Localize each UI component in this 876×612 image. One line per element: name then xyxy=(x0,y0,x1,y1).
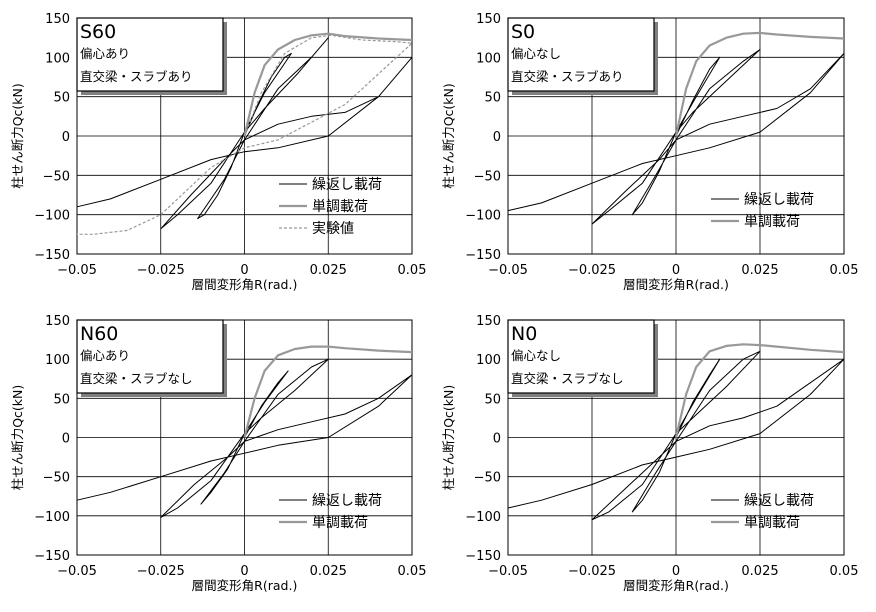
x-tick-label: −0.05 xyxy=(488,564,528,579)
series-line xyxy=(507,49,845,225)
y-tick-label: −50 xyxy=(474,471,501,486)
x-tick-label: 0 xyxy=(240,564,248,579)
legend-label: 単調載荷 xyxy=(312,199,368,215)
eccentricity-label: 偏心あり xyxy=(80,348,130,363)
eccentricity-label: 偏心なし xyxy=(511,348,561,363)
x-tick-label: −0.025 xyxy=(137,263,185,278)
series-line xyxy=(77,34,413,235)
legend-label: 単調載荷 xyxy=(744,515,800,531)
series-line xyxy=(243,32,413,137)
y-axis-label: 柱せん断力Qc(kN) xyxy=(441,83,456,189)
panel-id: N0 xyxy=(511,323,537,345)
x-tick-label: 0.025 xyxy=(741,564,778,579)
chart-panel-n60: −0.05 −0.025 0 0.025 0.05 150 100 50 0 −50 −100 −15… xyxy=(10,314,426,593)
info-box xyxy=(76,17,224,92)
x-tick-label: −0.05 xyxy=(57,564,97,579)
y-tick-label: −100 xyxy=(34,510,70,525)
legend-label: 繰返し載荷 xyxy=(312,493,382,509)
panel-id: S60 xyxy=(80,21,116,43)
beam-slab-label: 直交梁・スラブなし xyxy=(80,371,193,386)
x-tick-label: 0.05 xyxy=(830,263,859,278)
legend-label: 繰返し載荷 xyxy=(744,493,814,509)
x-tick-label: 0 xyxy=(672,263,680,278)
y-tick-label: 0 xyxy=(62,432,70,447)
x-tick-label: 0.025 xyxy=(741,263,778,278)
y-tick-label: 100 xyxy=(45,51,70,66)
legend-label: 繰返し載荷 xyxy=(744,192,814,208)
series-line xyxy=(76,37,413,230)
y-axis-label: 柱せん断力Qc(kN) xyxy=(441,385,456,491)
y-tick-label: −50 xyxy=(43,471,70,486)
y-tick-label: 50 xyxy=(484,91,501,106)
y-tick-label: 0 xyxy=(493,130,501,145)
series-line xyxy=(674,343,845,438)
x-axis-label: 層間変形角R(rad.) xyxy=(192,277,298,292)
panel-id: N60 xyxy=(80,323,118,345)
series-line xyxy=(76,358,413,518)
y-tick-label: 100 xyxy=(476,51,501,66)
y-tick-label: 0 xyxy=(493,432,501,447)
y-tick-label: −150 xyxy=(34,549,70,564)
beam-slab-label: 直交梁・スラブあり xyxy=(80,69,193,84)
y-tick-label: −100 xyxy=(465,510,501,525)
series-line xyxy=(243,345,413,438)
x-tick-label: 0.05 xyxy=(398,263,427,278)
x-axis-label: 層間変形角R(rad.) xyxy=(623,578,729,593)
x-tick-label: −0.025 xyxy=(568,263,616,278)
beam-slab-label: 直交梁・スラブなし xyxy=(511,371,624,386)
y-tick-label: 150 xyxy=(45,12,70,27)
x-tick-label: 0.05 xyxy=(830,564,859,579)
x-tick-label: 0.025 xyxy=(310,263,347,278)
y-tick-label: −100 xyxy=(465,209,501,224)
legend-label: 単調載荷 xyxy=(744,214,800,230)
y-tick-label: 100 xyxy=(45,353,70,368)
y-tick-label: −150 xyxy=(465,549,501,564)
legend-label: 実験値 xyxy=(312,221,354,237)
chart-panel-n0: −0.05 −0.025 0 0.025 0.05 150 100 50 0 −50 −100 −15… xyxy=(441,314,858,593)
x-tick-label: −0.05 xyxy=(57,263,97,278)
y-tick-label: 150 xyxy=(45,314,70,329)
eccentricity-label: 偏心なし xyxy=(511,46,561,61)
y-tick-label: 50 xyxy=(484,392,501,407)
y-tick-label: −150 xyxy=(34,248,70,263)
x-axis-label: 層間変形角R(rad.) xyxy=(623,277,729,292)
eccentricity-label: 偏心あり xyxy=(80,46,130,61)
x-axis-label: 層間変形角R(rad.) xyxy=(192,578,298,593)
chart-panel-s0: −0.05 −0.025 0 0.025 0.05 150 100 50 0 −50 −100 −15… xyxy=(441,12,858,292)
beam-slab-label: 直交梁・スラブあり xyxy=(511,69,624,84)
x-tick-label: 0 xyxy=(240,263,248,278)
y-tick-label: −100 xyxy=(34,209,70,224)
y-tick-label: −50 xyxy=(43,169,70,184)
info-box xyxy=(507,319,655,394)
x-tick-label: −0.025 xyxy=(568,564,616,579)
panel-id: S0 xyxy=(511,21,535,43)
x-tick-label: 0.025 xyxy=(310,564,347,579)
y-tick-label: 50 xyxy=(53,91,70,106)
x-tick-label: −0.05 xyxy=(488,263,528,278)
series-line xyxy=(674,31,845,137)
series-line xyxy=(507,350,845,521)
info-box xyxy=(507,17,655,92)
x-tick-label: −0.025 xyxy=(137,564,185,579)
y-tick-label: 0 xyxy=(62,130,70,145)
y-tick-label: 150 xyxy=(476,12,501,27)
x-tick-label: 0 xyxy=(672,564,680,579)
info-box xyxy=(76,319,224,394)
x-tick-label: 0.05 xyxy=(398,564,427,579)
y-tick-label: −150 xyxy=(465,248,501,263)
y-tick-label: −50 xyxy=(474,169,501,184)
y-axis-label: 柱せん断力Qc(kN) xyxy=(10,83,25,189)
y-tick-label: 150 xyxy=(476,314,501,329)
y-axis-label: 柱せん断力Qc(kN) xyxy=(10,385,25,491)
y-tick-label: 100 xyxy=(476,353,501,368)
y-tick-label: 50 xyxy=(53,392,70,407)
legend-label: 繰返し載荷 xyxy=(312,177,382,193)
chart-panel-s60: −0.05 −0.025 0 0.025 0.05 150 100 50 0 −50 −100 −15… xyxy=(10,12,426,292)
legend-label: 単調載荷 xyxy=(312,515,368,531)
